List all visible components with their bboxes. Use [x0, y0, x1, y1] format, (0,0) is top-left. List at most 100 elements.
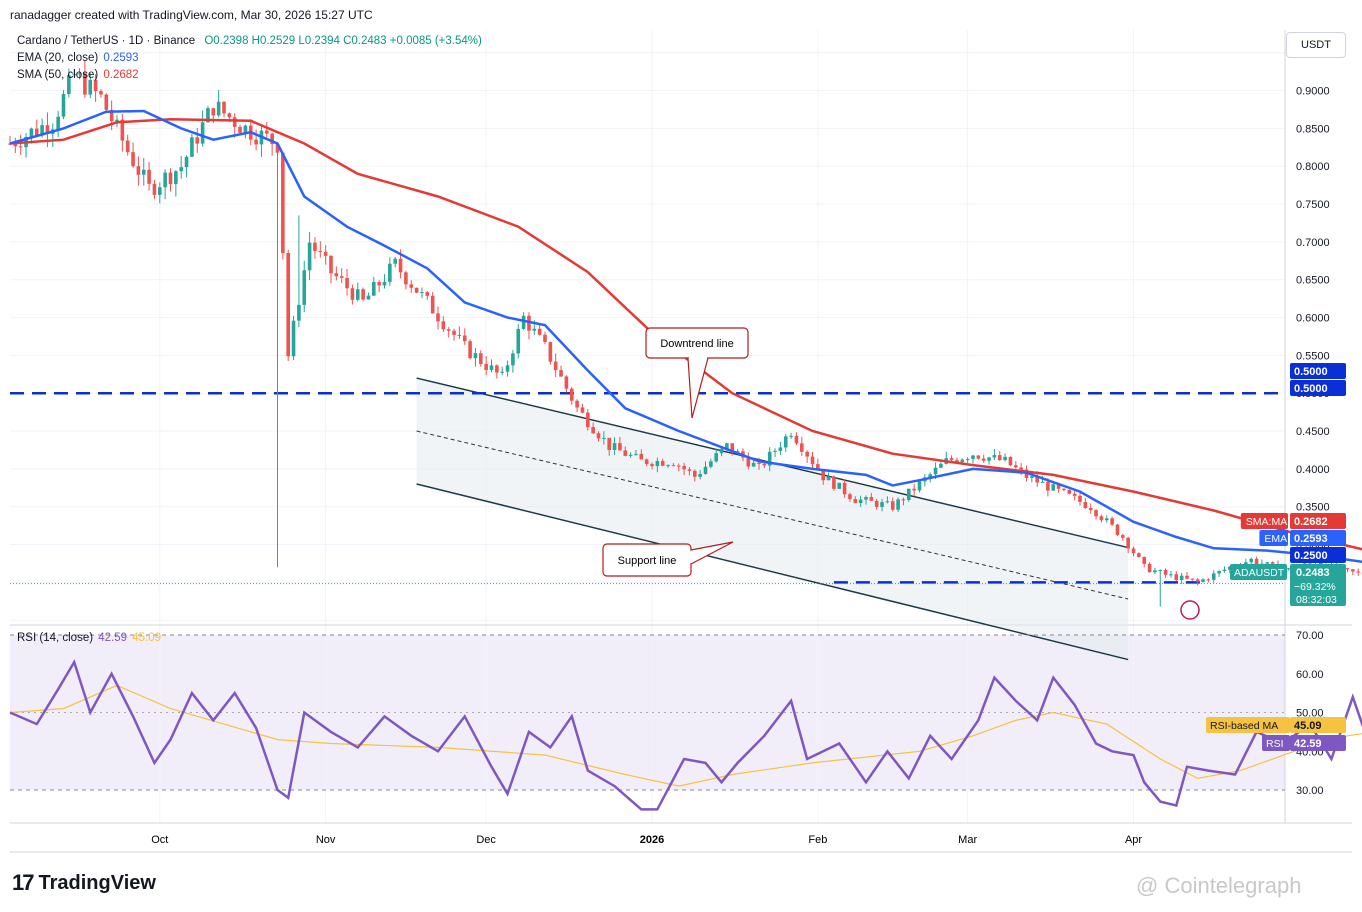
candle-body — [206, 108, 210, 123]
ema-price-label-value: 0.2593 — [1294, 533, 1328, 545]
candle-body — [917, 481, 922, 491]
candle-body — [805, 451, 809, 457]
candle-body — [99, 91, 103, 95]
ema-value: 0.2593 — [103, 52, 139, 64]
candle-body — [318, 250, 323, 252]
candle-body — [388, 263, 392, 282]
tradingview-brand[interactable]: 17 TradingView — [12, 870, 156, 896]
candle-body — [147, 169, 151, 184]
candle-body — [1078, 495, 1082, 502]
candle-body — [907, 488, 911, 501]
candle-body — [372, 282, 376, 296]
downtrend-label: Downtrend line — [660, 338, 733, 350]
candle-body — [200, 122, 205, 144]
candle-body — [939, 463, 943, 468]
rsi-tick-label: 70.00 — [1296, 630, 1324, 642]
candle-body — [361, 289, 365, 300]
level-0.2500-label-value: 0.2500 — [1294, 550, 1328, 562]
candle-body — [992, 455, 997, 458]
ema-20-line — [9, 109, 1362, 564]
rsi-line — [9, 659, 1362, 811]
candle-body — [965, 458, 970, 460]
candle-body — [446, 329, 451, 331]
candle-body — [719, 448, 724, 454]
candle-body — [34, 128, 39, 136]
price-tick-label: 0.7000 — [1296, 237, 1330, 249]
sma-price-label-tagbox — [1240, 513, 1288, 529]
candle-body — [730, 443, 735, 453]
candle-body — [703, 466, 708, 474]
candle-body — [1179, 575, 1184, 581]
candle-body — [1094, 510, 1098, 517]
candle-body — [987, 457, 991, 461]
candle-body — [382, 281, 387, 286]
candle-body — [569, 388, 574, 401]
candle-body — [559, 370, 563, 377]
candle-body — [586, 412, 590, 428]
candle-body — [238, 126, 242, 133]
brand-name: TradingView — [38, 871, 156, 894]
candle-body — [393, 258, 397, 264]
rsi-tag: RSI — [1266, 738, 1284, 750]
ema-price-label-box — [1290, 530, 1346, 546]
candle-body — [698, 473, 702, 477]
candle-body — [93, 79, 98, 92]
candle-body — [297, 304, 301, 321]
time-tick-label: Mar — [958, 834, 977, 846]
candle-body — [72, 74, 76, 76]
price-tick-label: 0.4000 — [1296, 464, 1330, 476]
candle-body — [468, 341, 472, 359]
candle-body — [1030, 476, 1034, 478]
candle-body — [1254, 558, 1259, 564]
candle-body — [527, 315, 531, 331]
candle-body — [366, 295, 371, 300]
candle-body — [56, 116, 60, 130]
candle-body — [1110, 518, 1114, 525]
support-callout: Support line — [602, 541, 734, 577]
candle-body — [1003, 456, 1007, 461]
candle-body — [660, 460, 665, 466]
candle-body — [109, 109, 114, 122]
candle-body — [441, 321, 446, 330]
rsi-tag-box — [1262, 735, 1290, 751]
candle-body — [976, 455, 981, 459]
candle-body — [725, 443, 729, 449]
candle-body — [885, 501, 890, 503]
currency-button[interactable]: USDT — [1286, 32, 1346, 58]
candle-body — [676, 465, 681, 467]
sma-legend: SMA (50, close) 0.2682 — [17, 69, 139, 81]
candle-body — [709, 461, 713, 467]
candle-body — [949, 458, 954, 461]
candle-body — [858, 499, 863, 504]
candle-body — [430, 295, 435, 314]
price-tick-label: 0.4500 — [1296, 426, 1330, 438]
ema-label: EMA (20, close) — [17, 52, 99, 64]
candle-body — [158, 187, 162, 195]
candle-body — [104, 94, 109, 110]
candle-body — [495, 365, 499, 373]
candle-body — [505, 365, 510, 372]
level-0.5000-label-b-box — [1290, 380, 1346, 396]
candle-body — [901, 499, 906, 501]
price-tick-label: 0.9000 — [1296, 86, 1330, 98]
support-label: Support line — [618, 555, 677, 567]
candle-body — [575, 400, 579, 408]
sma-label: SMA (50, close) — [17, 69, 99, 81]
candle-body — [928, 474, 932, 478]
candle-body — [1147, 563, 1152, 573]
candle-body — [409, 284, 414, 288]
candle-body — [345, 277, 349, 289]
time-tick-label: Apr — [1125, 834, 1142, 846]
candle-body — [735, 451, 740, 453]
rsi-ma-tag-box — [1206, 717, 1290, 733]
candle-body — [933, 467, 938, 475]
candle-body — [329, 255, 333, 274]
candle-body — [516, 328, 521, 354]
candle-body — [628, 454, 633, 456]
candle-body — [1206, 579, 1211, 581]
candle-body — [564, 376, 569, 389]
candle-body — [1040, 481, 1045, 483]
candle-body — [179, 167, 183, 172]
candle-body — [174, 171, 178, 185]
candle-body — [404, 272, 408, 285]
